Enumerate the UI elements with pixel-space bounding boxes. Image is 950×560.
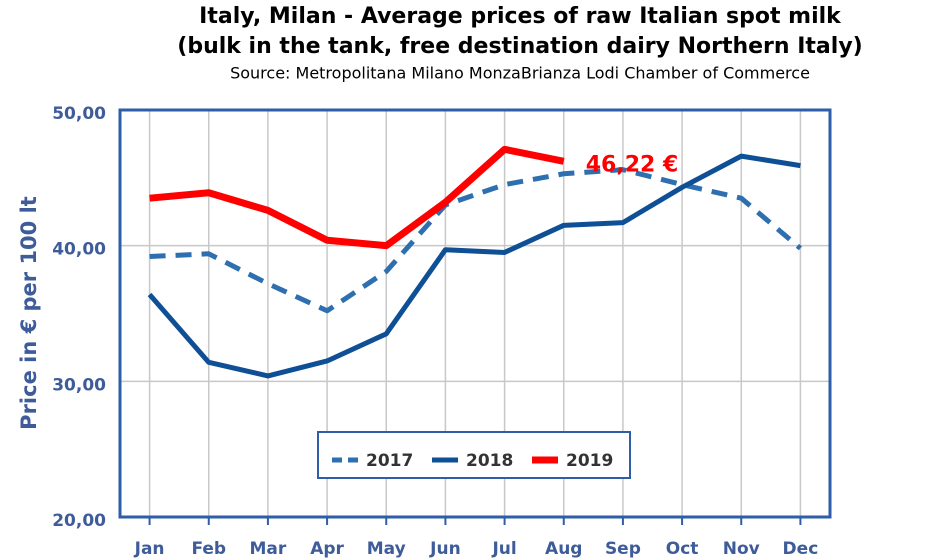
plot-frame	[118, 108, 832, 519]
x-tick-label: Jan	[134, 539, 165, 559]
x-tick-label: Oct	[666, 539, 699, 559]
x-tick-label: Dec	[783, 539, 819, 559]
line-2019	[149, 145, 565, 250]
line-2017	[149, 167, 803, 314]
y-tick-label: 40,00	[52, 240, 106, 260]
y-tick-label: 20,00	[52, 511, 106, 531]
legend-label: 2019	[566, 451, 613, 471]
x-tick-label: Jul	[491, 539, 516, 559]
y-tick-label: 30,00	[52, 375, 106, 395]
y-tick-label: 50,00	[52, 104, 106, 124]
chart-title: Italy, Milan - Average prices of raw Ita…	[199, 4, 842, 29]
line-2018	[147, 153, 801, 379]
legend-label: 2017	[366, 451, 413, 471]
x-tick-label: May	[367, 539, 406, 559]
chart-subtitle: (bulk in the tank, free destination dair…	[177, 34, 862, 59]
x-tick-label: Jun	[429, 539, 461, 559]
legend-label: 2018	[466, 451, 513, 471]
x-tick-label: Aug	[545, 539, 582, 559]
chart-source: Source: Metropolitana Milano MonzaBrianz…	[230, 64, 810, 83]
annotation: 46,22 €	[586, 152, 679, 177]
y-axis-title: Price in € per 100 lt	[17, 196, 41, 430]
x-tick-label: Sep	[605, 539, 641, 559]
legend-box	[317, 431, 631, 479]
x-tick-label: Nov	[723, 539, 760, 559]
x-tick-label: Feb	[191, 539, 226, 559]
x-tick-label: Apr	[310, 539, 344, 559]
x-tick-label: Mar	[250, 539, 287, 559]
